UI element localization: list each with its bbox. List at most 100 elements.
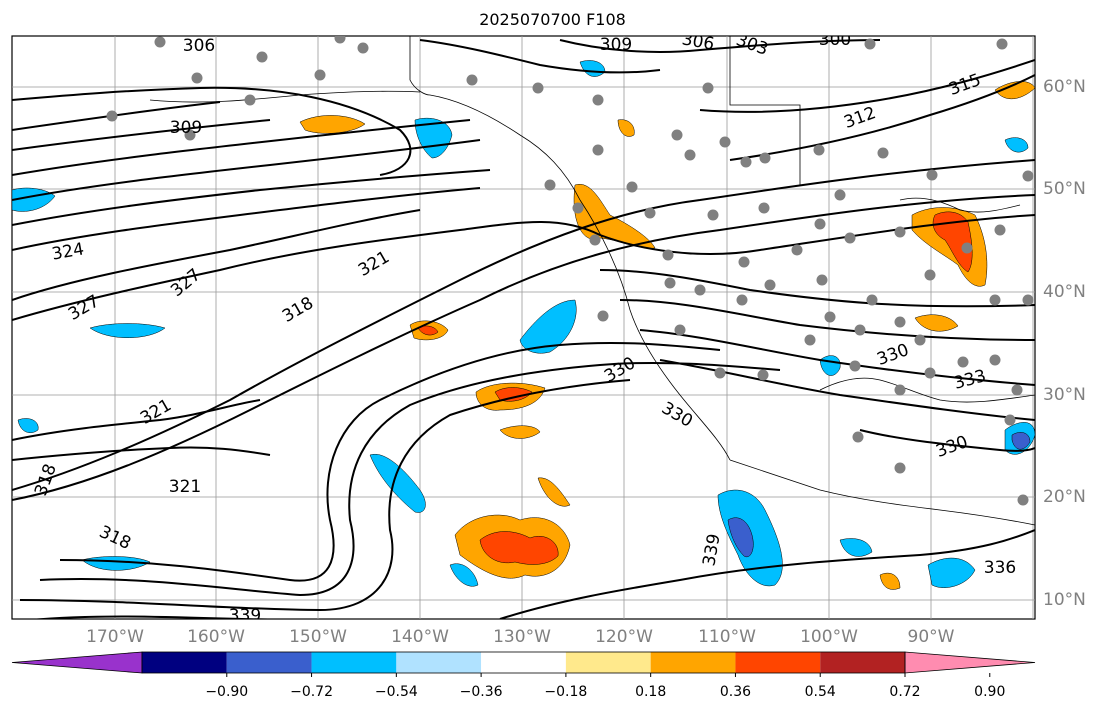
- station-dot: [184, 129, 196, 141]
- colorbar-tick-label: 0.90: [974, 684, 1006, 700]
- contour-label: 336: [984, 558, 1016, 578]
- station-dot: [694, 284, 706, 296]
- colorbar-tick-label: −0.72: [290, 684, 333, 700]
- station-dot: [989, 294, 1001, 306]
- contour-label: 300: [819, 30, 851, 50]
- colorbar-segment: [650, 652, 736, 673]
- contour-label: 321: [169, 477, 201, 497]
- coastline: [729, 459, 1035, 526]
- station-dot: [684, 149, 696, 161]
- station-dot: [1022, 294, 1034, 306]
- station-dot: [357, 42, 369, 54]
- station-dot: [804, 334, 816, 346]
- contour-line: [12, 399, 261, 441]
- contour-line: [639, 329, 1035, 386]
- lon-tick-label: 140°W: [391, 627, 449, 647]
- anomaly-area: [879, 572, 901, 590]
- station-dot: [738, 256, 750, 268]
- anomaly-area: [89, 323, 166, 338]
- station-dot: [626, 181, 638, 193]
- anomaly-area: [727, 517, 754, 558]
- lat-tick-label: 60°N: [1043, 77, 1086, 97]
- colorbar-tick-label: 0.36: [719, 684, 752, 700]
- station-dot: [664, 277, 676, 289]
- station-dot: [894, 384, 906, 396]
- station-dot: [791, 244, 803, 256]
- station-dot: [989, 354, 1001, 366]
- station-dot: [924, 269, 936, 281]
- station-dot: [707, 209, 719, 221]
- anomaly-area: [369, 453, 426, 513]
- lon-tick-label: 170°W: [86, 627, 144, 647]
- station-dot: [864, 38, 876, 50]
- anomaly-area: [932, 211, 973, 273]
- lat-tick-label: 50°N: [1043, 179, 1086, 199]
- station-dot: [466, 74, 478, 86]
- station-dots: [106, 36, 1034, 506]
- coastline: [429, 94, 581, 201]
- contour-line: [12, 194, 1035, 501]
- station-dot: [894, 226, 906, 238]
- colorbar-tick-label: 0.18: [635, 684, 667, 700]
- colorbar-tick-label: 0.72: [889, 684, 921, 700]
- lat-tick-label: 20°N: [1043, 487, 1086, 507]
- station-dot: [816, 274, 828, 286]
- station-dot: [592, 94, 604, 106]
- lon-tick-label: 100°W: [800, 627, 858, 647]
- station-dot: [592, 144, 604, 156]
- coastline: [149, 90, 421, 103]
- anomaly-area: [299, 115, 366, 134]
- lon-tick-label: 150°W: [289, 627, 347, 647]
- station-dot: [589, 234, 601, 246]
- station-dot: [914, 334, 926, 346]
- station-dot: [256, 51, 268, 63]
- coastline: [729, 36, 801, 185]
- station-dot: [334, 36, 346, 44]
- colorbar-tick-label: 0.54: [804, 684, 836, 700]
- station-dot: [191, 72, 203, 84]
- station-dot: [996, 38, 1008, 50]
- contour-line: [619, 299, 1035, 341]
- contour-label: 339: [229, 606, 261, 626]
- station-dot: [813, 144, 825, 156]
- contour-line: [419, 39, 661, 74]
- contour-line: [12, 446, 271, 461]
- station-dot: [662, 249, 674, 261]
- station-dot: [1017, 494, 1029, 506]
- anomaly-area: [1011, 432, 1031, 450]
- contour-label: 306: [680, 29, 715, 54]
- coastline: [579, 199, 731, 461]
- lon-tick-label: 160°W: [187, 627, 245, 647]
- station-dot: [714, 367, 726, 379]
- colorbar-segment: [820, 652, 905, 673]
- colorbar-outline: [141, 651, 906, 674]
- contour-line: [12, 86, 412, 176]
- station-dot: [572, 202, 584, 214]
- station-dot: [1011, 384, 1023, 396]
- station-dot: [926, 169, 938, 181]
- anomaly-area: [537, 477, 571, 507]
- station-dot: [244, 94, 256, 106]
- station-dot: [764, 279, 776, 291]
- contour-line: [12, 139, 481, 201]
- contour-line: [12, 119, 271, 151]
- colorbar-segment: [396, 652, 482, 673]
- station-dot: [758, 202, 770, 214]
- contour-line: [699, 59, 1035, 113]
- contour-line: [499, 529, 1035, 619]
- anomaly-area: [449, 563, 479, 587]
- station-dot: [854, 324, 866, 336]
- station-dot: [844, 232, 856, 244]
- colorbar-tick-label: −0.36: [459, 684, 503, 700]
- station-dot: [814, 218, 826, 230]
- station-dot: [957, 356, 969, 368]
- lat-tick-label: 10°N: [1043, 590, 1086, 610]
- colorbar-segment: [142, 652, 227, 673]
- station-dot: [106, 110, 118, 122]
- anomaly-area: [994, 81, 1035, 99]
- theta-e-contours: [12, 39, 1035, 619]
- contour-line: [12, 159, 1035, 491]
- anomaly-area: [914, 314, 959, 332]
- colorbar-tick-label: −0.54: [374, 684, 418, 700]
- station-dot: [1004, 414, 1016, 426]
